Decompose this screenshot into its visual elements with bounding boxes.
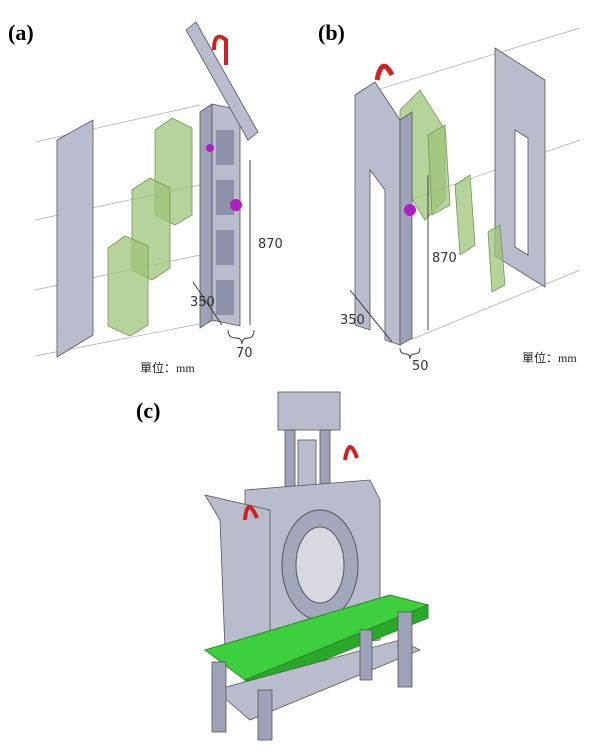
panel-a-drawing xyxy=(35,22,258,357)
dimension: 350 xyxy=(340,313,365,328)
panel-label: (a) xyxy=(8,20,34,45)
dimension: 50 xyxy=(412,359,429,374)
unit-label: 單位：mm xyxy=(522,350,577,365)
figure: (a) 870 350 70 單位：mm (b) 870 350 50 單位：m… xyxy=(0,0,590,754)
dimension: 350 xyxy=(190,295,215,310)
dimension: 870 xyxy=(432,251,457,266)
unit-label: 單位：mm xyxy=(140,360,195,375)
panel-b-drawing xyxy=(350,28,580,359)
panel-label: (c) xyxy=(136,398,160,423)
dimension: 870 xyxy=(258,237,283,252)
panel-label: (b) xyxy=(318,20,345,45)
dimension: 70 xyxy=(236,346,253,361)
drawing: (a) 870 350 70 單位：mm (b) 870 350 50 單位：m… xyxy=(0,0,590,754)
panel-c-drawing xyxy=(205,392,428,740)
